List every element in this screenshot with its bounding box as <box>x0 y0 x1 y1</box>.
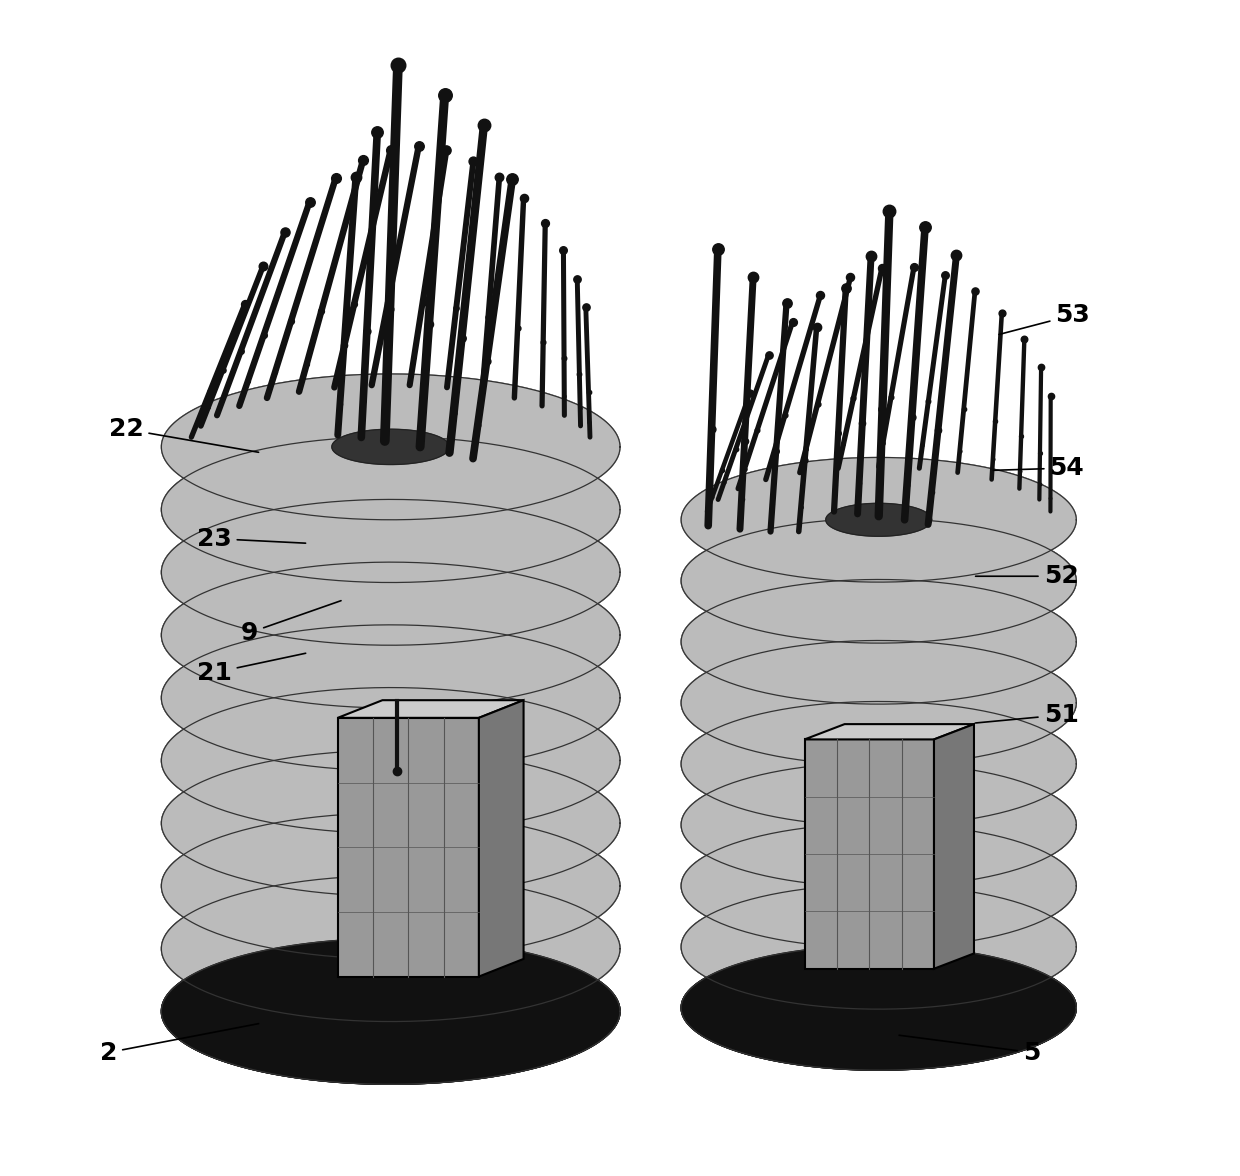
Polygon shape <box>161 750 391 958</box>
Polygon shape <box>391 750 620 958</box>
Polygon shape <box>332 429 449 465</box>
Polygon shape <box>879 457 1076 643</box>
Polygon shape <box>681 641 879 827</box>
Polygon shape <box>391 876 620 1084</box>
Polygon shape <box>161 688 620 834</box>
Text: 23: 23 <box>197 527 305 550</box>
Polygon shape <box>681 946 1076 1070</box>
Polygon shape <box>391 436 620 646</box>
Polygon shape <box>681 884 1076 1009</box>
Polygon shape <box>161 500 391 708</box>
Polygon shape <box>681 519 1076 643</box>
Polygon shape <box>161 562 620 708</box>
Polygon shape <box>681 580 1076 704</box>
Polygon shape <box>879 823 1076 1009</box>
Polygon shape <box>161 374 391 582</box>
Polygon shape <box>161 876 391 1084</box>
Polygon shape <box>681 823 1076 948</box>
Polygon shape <box>161 938 620 1084</box>
Polygon shape <box>681 702 1076 826</box>
Polygon shape <box>391 688 620 896</box>
Polygon shape <box>391 562 620 770</box>
Polygon shape <box>681 701 879 887</box>
Polygon shape <box>161 688 391 896</box>
Polygon shape <box>161 624 391 834</box>
Polygon shape <box>161 436 391 646</box>
Polygon shape <box>681 457 879 643</box>
Polygon shape <box>161 374 620 520</box>
Polygon shape <box>161 624 620 770</box>
Polygon shape <box>934 724 973 969</box>
Text: 9: 9 <box>241 601 341 644</box>
Polygon shape <box>479 700 523 976</box>
Polygon shape <box>161 500 620 646</box>
Polygon shape <box>391 813 620 1022</box>
Polygon shape <box>681 823 879 1009</box>
Polygon shape <box>681 457 1076 582</box>
Polygon shape <box>681 762 1076 887</box>
Polygon shape <box>681 762 879 948</box>
Polygon shape <box>337 700 523 717</box>
Text: 52: 52 <box>976 564 1079 588</box>
Polygon shape <box>161 750 620 896</box>
Text: 22: 22 <box>109 417 259 453</box>
Text: 2: 2 <box>99 1023 259 1064</box>
Polygon shape <box>391 624 620 834</box>
Text: 21: 21 <box>197 653 305 684</box>
Polygon shape <box>161 436 620 582</box>
Polygon shape <box>681 580 879 766</box>
Text: 53: 53 <box>999 303 1090 334</box>
Text: 51: 51 <box>976 703 1079 727</box>
Polygon shape <box>337 717 479 976</box>
Polygon shape <box>681 641 1076 766</box>
Polygon shape <box>161 813 391 1022</box>
Polygon shape <box>879 762 1076 948</box>
Polygon shape <box>879 519 1076 704</box>
Polygon shape <box>879 701 1076 887</box>
Polygon shape <box>805 724 973 740</box>
Polygon shape <box>826 503 931 536</box>
Polygon shape <box>681 519 879 704</box>
Polygon shape <box>391 500 620 708</box>
Polygon shape <box>161 876 620 1022</box>
Polygon shape <box>681 946 1076 1070</box>
Polygon shape <box>879 580 1076 766</box>
Polygon shape <box>879 884 1076 1070</box>
Text: 5: 5 <box>899 1035 1040 1064</box>
Polygon shape <box>805 740 934 969</box>
Polygon shape <box>391 374 620 582</box>
Polygon shape <box>161 562 391 770</box>
Text: 54: 54 <box>993 456 1084 480</box>
Polygon shape <box>161 813 620 958</box>
Polygon shape <box>681 884 879 1070</box>
Polygon shape <box>879 641 1076 827</box>
Polygon shape <box>161 938 620 1084</box>
